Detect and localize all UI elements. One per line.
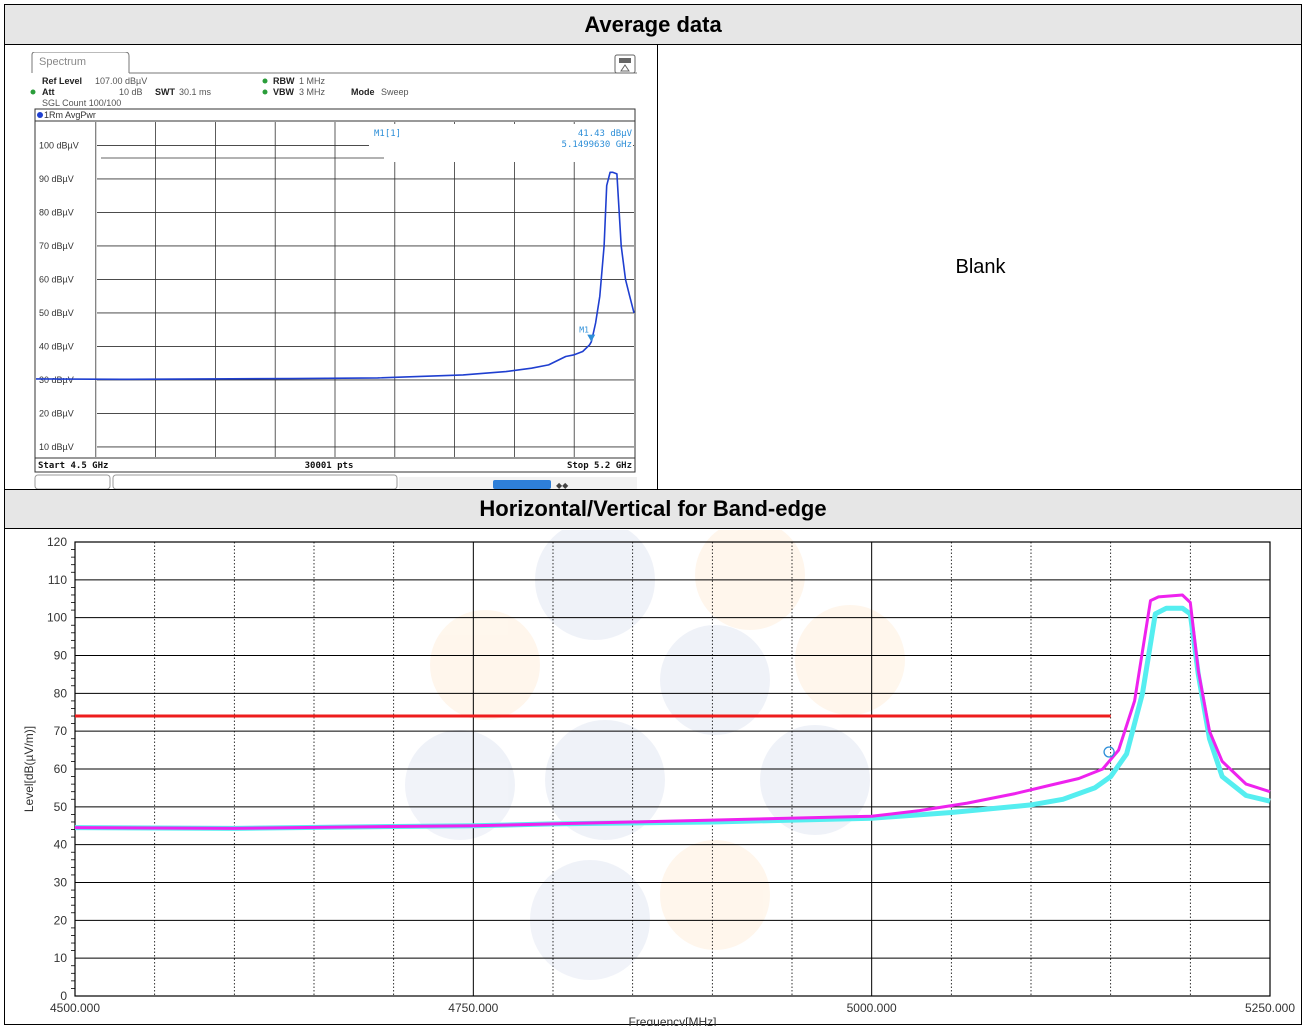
stop-frequency: Stop 5.2 GHz: [567, 461, 632, 471]
x-tick-label: 5250.000: [1245, 1001, 1295, 1015]
analyzer-y-tick-label: 20 dBµV: [39, 408, 74, 418]
marker-m1-tag: M1: [579, 326, 589, 335]
att-indicator-icon: [30, 89, 36, 95]
status-indicator-icon: ◆◆: [556, 481, 569, 490]
spectrum-tab-label: Spectrum: [39, 56, 86, 68]
y-axis-label: Level[dB(µV/m)]: [22, 726, 36, 812]
y-tick-label: 40: [54, 838, 68, 852]
average-data-header: Average data: [5, 5, 1301, 45]
x-tick-label: 4500.000: [50, 1001, 100, 1015]
sgl-count: SGL Count 100/100: [42, 98, 121, 108]
band-edge-chart: 0 10 20 30 40 50 60 70 80 90 100 110 120 4500.000 475…: [22, 530, 1295, 1026]
marker-name: M1[1]: [374, 129, 401, 139]
swt-value: 30.1 ms: [179, 87, 212, 97]
att-value: 10 dB: [119, 87, 143, 97]
band-edge-x-ticks: 4500.000 4750.000 5000.000 5250.000: [50, 1001, 1295, 1015]
y-tick-label: 70: [54, 724, 68, 738]
rbw-value: 1 MHz: [299, 76, 326, 86]
y-tick-label: 10: [54, 951, 68, 965]
band-edge-y-ticks: 0 10 20 30 40 50 60 70 80 90 100 110 120: [47, 535, 67, 1003]
column-divider: [657, 45, 658, 489]
band-edge-header: Horizontal/Vertical for Band-edge: [5, 489, 1301, 529]
start-frequency: Start 4.5 GHz: [38, 461, 108, 471]
analyzer-y-tick-label: 100 dBµV: [39, 140, 79, 150]
analyzer-y-tick-label: 10 dBµV: [39, 442, 74, 452]
y-tick-label: 120: [47, 535, 67, 549]
spectrum-analyzer-screenshot: Spectrum Ref Level 107.00 dBµV Att 10 dB…: [30, 52, 637, 490]
ref-level-value: 107.00 dBµV: [95, 76, 147, 86]
band-edge-plot-frame: [74, 541, 1271, 997]
series-horizontal: [74, 593, 1271, 830]
ref-level-label: Ref Level: [42, 76, 82, 86]
instrument-status-icon: [614, 54, 636, 74]
analyzer-y-tick-label: 40 dBµV: [39, 341, 74, 351]
band-edge-marker: [1103, 746, 1115, 758]
trace-indicator-icon: [37, 112, 43, 118]
band-edge-grid: [71, 541, 1271, 997]
x-axis-label: Frequency[MHz]: [628, 1015, 716, 1026]
watermark-logo: [405, 530, 905, 980]
marker-level: 41.43 dBµV: [578, 129, 633, 139]
analyzer-trace: [35, 171, 635, 381]
y-tick-label: 0: [60, 989, 67, 1003]
y-tick-label: 80: [54, 686, 68, 700]
y-tick-label: 30: [54, 876, 68, 890]
status-field-main: [112, 474, 398, 490]
sweep-points: 30001 pts: [305, 461, 354, 471]
analyzer-y-tick-label: 50 dBµV: [39, 308, 74, 318]
x-tick-label: 4750.000: [448, 1001, 498, 1015]
analyzer-y-tick-label: 60 dBµV: [39, 274, 74, 284]
rbw-indicator-icon: [262, 78, 268, 84]
analyzer-y-ticks: 100 dBµV 90 dBµV 80 dBµV 70 dBµV 60 dBµV 50 d…: [39, 140, 79, 452]
analyzer-y-tick-label: 70 dBµV: [39, 241, 74, 251]
y-tick-label: 90: [54, 649, 68, 663]
series-vertical: [74, 605, 1271, 831]
att-label: Att: [42, 87, 55, 97]
report-table: Average data Spectrum Ref Level 107.00 d…: [4, 4, 1302, 1026]
marker-m1: M1: [579, 326, 596, 342]
status-field-left: [34, 474, 111, 490]
y-tick-label: 50: [54, 800, 68, 814]
mode-value: Sweep: [381, 87, 409, 97]
analyzer-y-tick-label: 80 dBµV: [39, 207, 74, 217]
mode-label: Mode: [351, 87, 375, 97]
analyzer-y-tick-label: 30 dBµV: [39, 375, 74, 385]
vbw-indicator-icon: [262, 89, 268, 95]
x-tick-label: 5000.000: [847, 1001, 897, 1015]
vbw-value: 3 MHz: [299, 87, 326, 97]
swt-label: SWT: [155, 87, 175, 97]
y-tick-label: 60: [54, 762, 68, 776]
blank-cell-text: Blank: [955, 255, 1006, 278]
analyzer-y-tick-label: 90 dBµV: [39, 174, 74, 184]
y-tick-label: 110: [48, 573, 67, 587]
y-tick-label: 100: [47, 611, 67, 625]
marker-frequency: 5.1499630 GHz: [562, 140, 632, 150]
marker-m1-triangle: [587, 334, 596, 342]
sweep-progress-icon: [493, 480, 551, 489]
vbw-label: VBW: [273, 87, 295, 97]
spectrum-tab: [31, 52, 130, 73]
analyzer-grid: [95, 122, 634, 457]
trace-label: 1Rm AvgPwr: [44, 110, 96, 120]
marker-readout-mask: [369, 124, 633, 162]
y-tick-label: 20: [54, 913, 68, 927]
rbw-label: RBW: [273, 76, 295, 86]
